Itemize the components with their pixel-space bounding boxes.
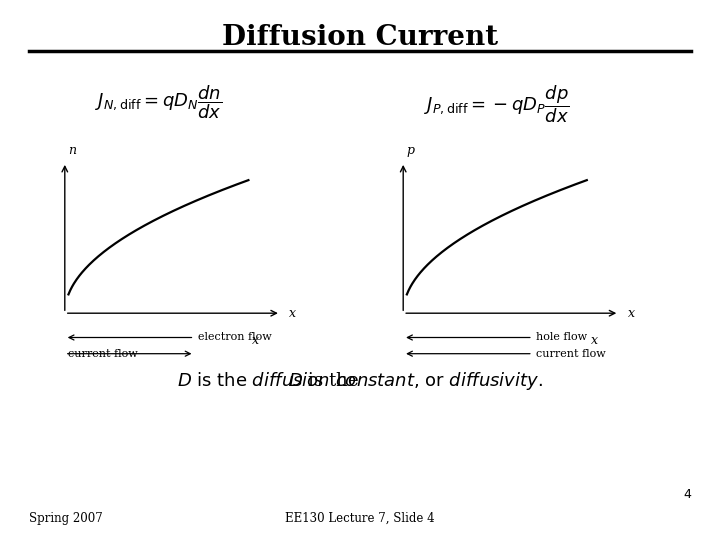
Text: Diffusion Current: Diffusion Current: [222, 24, 498, 51]
Text: $\mathit{D}$ is the: $\mathit{D}$ is the: [288, 372, 360, 390]
Text: x: x: [289, 307, 297, 320]
Text: EE130 Lecture 7, Slide 4: EE130 Lecture 7, Slide 4: [285, 512, 435, 525]
Text: x: x: [252, 334, 259, 347]
Text: current flow: current flow: [68, 349, 138, 359]
Text: electron flow: electron flow: [198, 333, 271, 342]
Text: x: x: [628, 307, 635, 320]
Text: $J_{\mathit{N}\mathrm{,diff}} = qD_N \dfrac{dn}{dx}$: $J_{\mathit{N}\mathrm{,diff}} = qD_N \df…: [95, 84, 222, 122]
Text: n: n: [68, 144, 76, 157]
Text: hole flow: hole flow: [536, 333, 588, 342]
Text: x: x: [590, 334, 598, 347]
Text: 4: 4: [683, 488, 691, 501]
Text: $J_{\mathit{P}\mathrm{,diff}} = -qD_P \dfrac{dp}{dx}$: $J_{\mathit{P}\mathrm{,diff}} = -qD_P \d…: [424, 84, 570, 125]
Text: $\mathit{D}$ is the $\mathbf{\mathit{diffusion\ constant}}$, or $\mathbf{\mathit: $\mathit{D}$ is the $\mathbf{\mathit{dif…: [177, 370, 543, 392]
Text: Spring 2007: Spring 2007: [29, 512, 102, 525]
Text: current flow: current flow: [536, 349, 606, 359]
Text: p: p: [407, 144, 415, 157]
